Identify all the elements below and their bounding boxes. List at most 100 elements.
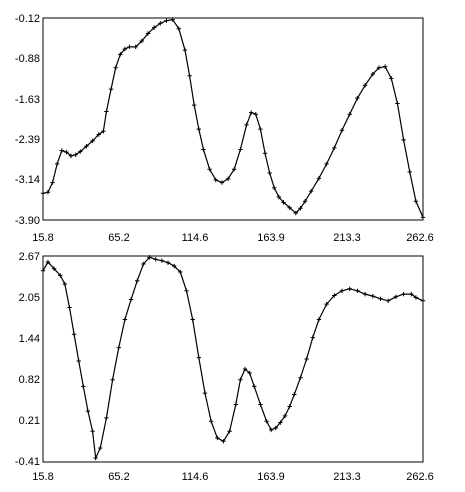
data-point-marker: [104, 415, 109, 421]
data-point-marker: [267, 170, 272, 176]
data-point-marker: [81, 384, 86, 389]
data-point-marker: [128, 297, 134, 302]
data-point-marker: [282, 413, 288, 419]
data-point-marker: [113, 65, 118, 70]
data-point-marker: [196, 355, 202, 360]
bottom-y-tick-4: 0.21: [19, 415, 40, 427]
data-point-marker: [316, 317, 322, 322]
data-point-marker: [207, 167, 212, 172]
top-x-tick-3: 163.9: [257, 232, 285, 244]
data-point-marker: [171, 263, 177, 269]
data-point-marker: [233, 402, 238, 407]
data-point-marker: [208, 419, 214, 424]
data-point-marker: [298, 206, 303, 211]
data-point-marker: [158, 21, 163, 26]
data-point-marker: [407, 169, 412, 175]
data-point-marker: [370, 293, 376, 299]
data-point-marker: [413, 199, 419, 204]
bottom-x-tick-5: 262.6: [406, 471, 434, 483]
data-point-marker: [262, 151, 268, 156]
data-point-marker: [98, 445, 103, 451]
data-point-marker: [127, 44, 132, 50]
data-point-marker: [159, 258, 165, 263]
data-point-marker: [153, 257, 158, 262]
data-point-marker: [122, 46, 128, 52]
data-point-marker: [45, 259, 51, 265]
data-point-marker: [164, 18, 169, 23]
data-point-marker: [339, 128, 345, 133]
data-point-marker: [362, 83, 368, 88]
data-point-marker: [339, 288, 345, 293]
top-chart-markers: [40, 17, 426, 220]
data-point-marker: [287, 404, 292, 409]
data-point-marker: [221, 439, 226, 444]
data-point-marker: [85, 408, 91, 414]
data-point-marker: [90, 138, 95, 144]
top-chart: -0.12 -0.88 -1.63 -2.39 -3.14 -3.90 15.8…: [15, 13, 434, 244]
data-point-marker: [182, 47, 188, 53]
data-point-marker: [178, 269, 183, 275]
data-point-marker: [116, 345, 121, 350]
data-point-marker: [62, 281, 68, 287]
data-point-marker: [278, 420, 283, 425]
data-point-marker: [64, 149, 69, 155]
bottom-y-tick-5: -0.41: [15, 456, 40, 468]
data-point-marker: [382, 64, 388, 69]
data-point-marker: [252, 384, 257, 389]
data-point-marker: [93, 455, 98, 461]
data-point-marker: [298, 375, 303, 380]
data-point-marker: [187, 73, 192, 78]
data-point-marker: [310, 335, 315, 340]
data-point-marker: [196, 126, 202, 132]
data-point-marker: [273, 425, 279, 431]
data-point-marker: [191, 102, 197, 108]
data-point-marker: [420, 298, 426, 304]
data-point-marker: [309, 188, 314, 194]
data-point-marker: [232, 167, 237, 172]
bottom-chart-series-line: [42, 256, 424, 461]
data-point-marker: [165, 260, 171, 265]
data-point-marker: [67, 305, 72, 310]
data-point-marker: [258, 402, 263, 407]
data-point-marker: [122, 317, 128, 322]
bottom-x-tick-1: 65.2: [108, 471, 129, 483]
bottom-y-tick-3: 0.82: [19, 374, 40, 386]
data-point-marker: [268, 427, 274, 433]
data-point-marker: [292, 392, 297, 397]
data-point-marker: [73, 152, 78, 158]
data-point-marker: [170, 17, 175, 22]
data-point-marker: [51, 266, 57, 271]
top-y-tick-5: -3.90: [15, 215, 40, 227]
data-point-marker: [68, 153, 74, 159]
top-x-tick-0: 15.8: [32, 232, 53, 244]
data-point-marker: [272, 185, 277, 191]
top-chart-y-axis: -0.12 -0.88 -1.63 -2.39 -3.14 -3.90: [15, 13, 40, 227]
bottom-y-tick-1: 2.05: [19, 292, 40, 304]
top-x-tick-1: 65.2: [108, 232, 129, 244]
data-point-marker: [355, 288, 360, 293]
data-point-marker: [213, 177, 218, 183]
top-y-tick-4: -3.14: [15, 174, 40, 186]
data-point-marker: [324, 161, 329, 167]
data-point-marker: [227, 429, 232, 434]
top-chart-series-line: [42, 18, 424, 218]
top-chart-x-axis: 15.8 65.2 114.6 163.9 213.3 262.6: [32, 232, 433, 244]
data-point-marker: [141, 261, 146, 267]
data-point-marker: [253, 111, 258, 117]
data-point-marker: [219, 180, 225, 185]
data-point-marker: [59, 148, 64, 153]
data-point-marker: [135, 278, 140, 283]
top-y-tick-3: -2.39: [15, 134, 40, 146]
data-point-marker: [190, 317, 195, 322]
data-point-marker: [395, 101, 400, 106]
data-point-marker: [225, 176, 231, 182]
data-point-marker: [276, 194, 282, 200]
data-point-marker: [362, 291, 368, 297]
data-point-marker: [347, 111, 352, 117]
data-point-marker: [401, 291, 406, 297]
data-point-marker: [347, 286, 352, 291]
data-point-marker: [304, 356, 309, 362]
data-point-marker: [110, 377, 115, 382]
data-point-marker: [90, 429, 95, 434]
data-point-marker: [244, 122, 249, 128]
